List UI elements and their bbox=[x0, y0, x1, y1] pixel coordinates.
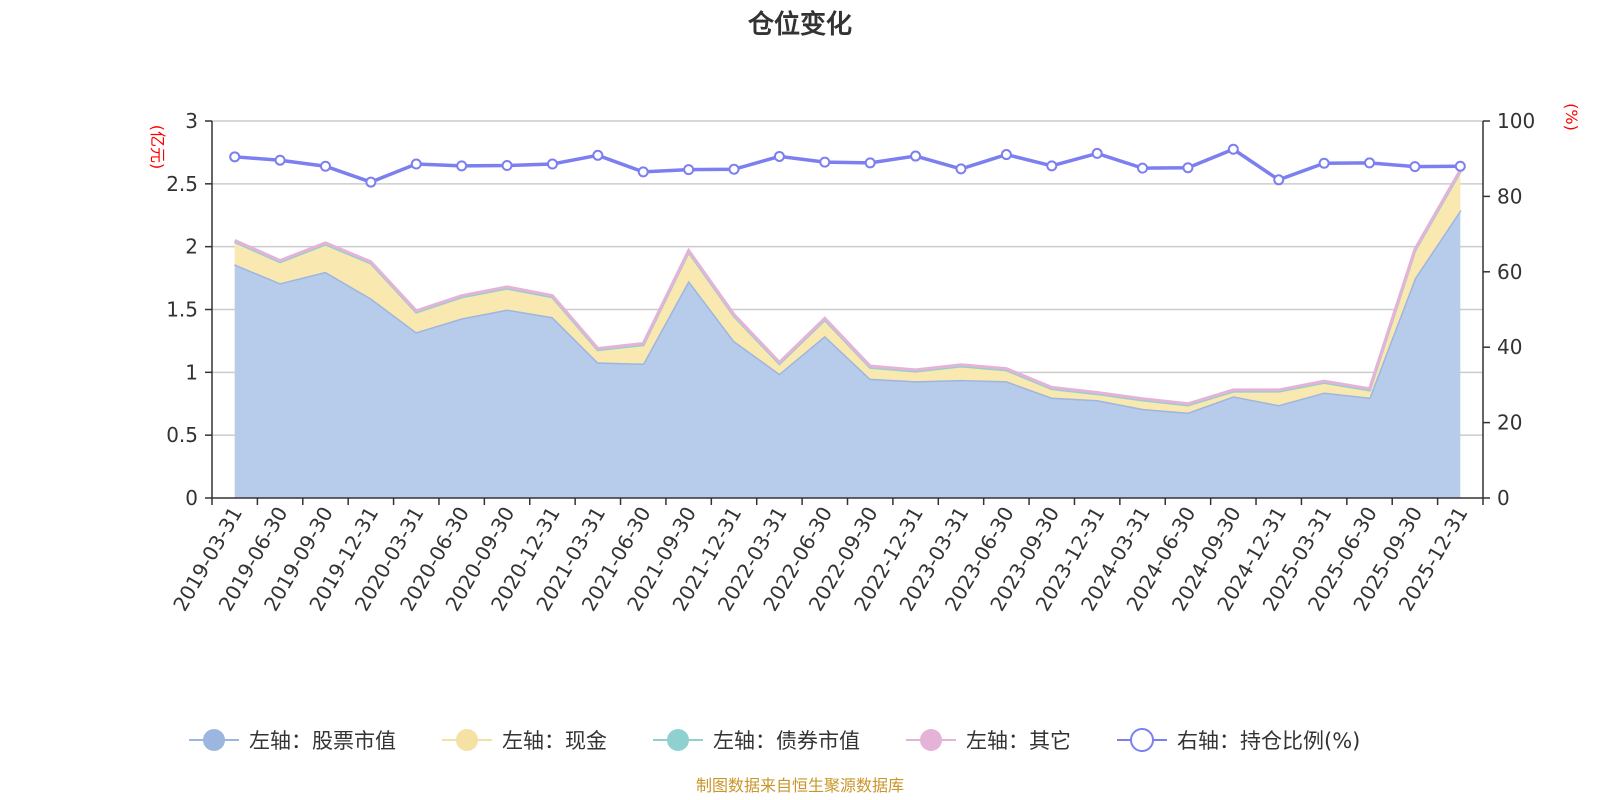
ratio-point bbox=[274, 154, 286, 166]
left-axis-tick-label: 1 bbox=[185, 360, 198, 384]
ratio-point bbox=[1454, 160, 1466, 172]
legend-item: 左轴：债券市值 bbox=[653, 729, 860, 753]
legend-label: 左轴：股票市值 bbox=[249, 729, 396, 753]
legend-item: 左轴：现金 bbox=[442, 729, 607, 753]
legend-marker bbox=[456, 729, 478, 751]
left-axis-tick-label: 3 bbox=[185, 109, 198, 133]
legend-item: 左轴：其它 bbox=[906, 729, 1071, 753]
left-axis-tick-label: 0.5 bbox=[166, 423, 198, 447]
legend-marker bbox=[920, 729, 942, 751]
right-axis-tick-label: 80 bbox=[1497, 184, 1522, 208]
ratio-point bbox=[1227, 143, 1239, 155]
ratio-point bbox=[728, 163, 740, 175]
data-source-note: 制图数据来自恒生聚源数据库 bbox=[696, 776, 904, 795]
ratio-point bbox=[229, 151, 241, 163]
area-series bbox=[234, 169, 1462, 498]
ratio-point bbox=[592, 149, 604, 161]
ratio-point bbox=[1000, 149, 1012, 161]
legend-item: 右轴：持仓比例(%) bbox=[1117, 728, 1360, 753]
ratio-point bbox=[1137, 162, 1149, 174]
ratio-point bbox=[1318, 157, 1330, 169]
ratio-point bbox=[365, 176, 377, 188]
ratio-point bbox=[910, 150, 922, 162]
right-axis-tick-label: 0 bbox=[1497, 486, 1510, 510]
ratio-point bbox=[1364, 157, 1376, 169]
legend-label: 左轴：现金 bbox=[502, 729, 607, 753]
right-axis-tick-label: 40 bbox=[1497, 335, 1522, 359]
left-axis-tick-label: 2 bbox=[185, 235, 198, 259]
right-axis-tick-label: 100 bbox=[1497, 109, 1535, 133]
ratio-point bbox=[410, 158, 422, 170]
left-axis-tick-label: 2.5 bbox=[166, 172, 198, 196]
ratio-point bbox=[1273, 174, 1285, 186]
ratio-point bbox=[319, 160, 331, 172]
ratio-point bbox=[683, 164, 695, 176]
ratio-point bbox=[1046, 160, 1058, 172]
left-axis-unit: (亿元) bbox=[148, 125, 167, 170]
right-axis-tick-label: 60 bbox=[1497, 260, 1522, 284]
ratio-point bbox=[1409, 161, 1421, 173]
ratio-point bbox=[1182, 162, 1194, 174]
ratio-point bbox=[637, 166, 649, 178]
left-axis-tick-label: 0 bbox=[185, 486, 198, 510]
right-axis-unit: (%) bbox=[1562, 103, 1581, 131]
legend-item: 左轴：股票市值 bbox=[189, 729, 396, 753]
ratio-point bbox=[955, 163, 967, 175]
right-axis-tick-label: 20 bbox=[1497, 411, 1522, 435]
legend-marker bbox=[667, 729, 689, 751]
ratio-point bbox=[546, 158, 558, 170]
legend-label: 右轴：持仓比例(%) bbox=[1177, 729, 1360, 753]
legend-marker bbox=[203, 729, 225, 751]
area-edge-左轴：其它 bbox=[234, 169, 1462, 406]
area-左轴：现金 bbox=[234, 171, 1461, 413]
ratio-point bbox=[819, 156, 831, 168]
chart-title: 仓位变化 bbox=[747, 9, 852, 40]
legend: 左轴：股票市值 左轴：现金 左轴：债券市值 左轴：其它 右轴：持仓比例(%) bbox=[189, 728, 1360, 753]
legend-marker bbox=[1130, 728, 1154, 752]
ratio-point bbox=[456, 160, 468, 172]
ratio-point bbox=[1091, 147, 1103, 159]
area-edge-左轴：股票市值 bbox=[234, 209, 1462, 415]
legend-label: 左轴：债券市值 bbox=[713, 729, 860, 753]
ratio-line-series bbox=[229, 143, 1466, 188]
ratio-point bbox=[773, 150, 785, 162]
ratio-point bbox=[501, 159, 513, 171]
ratio-point bbox=[864, 157, 876, 169]
area-左轴：股票市值 bbox=[234, 210, 1461, 498]
left-axis-tick-label: 1.5 bbox=[166, 298, 198, 322]
legend-label: 左轴：其它 bbox=[966, 729, 1071, 753]
ratio-line bbox=[234, 147, 1461, 184]
